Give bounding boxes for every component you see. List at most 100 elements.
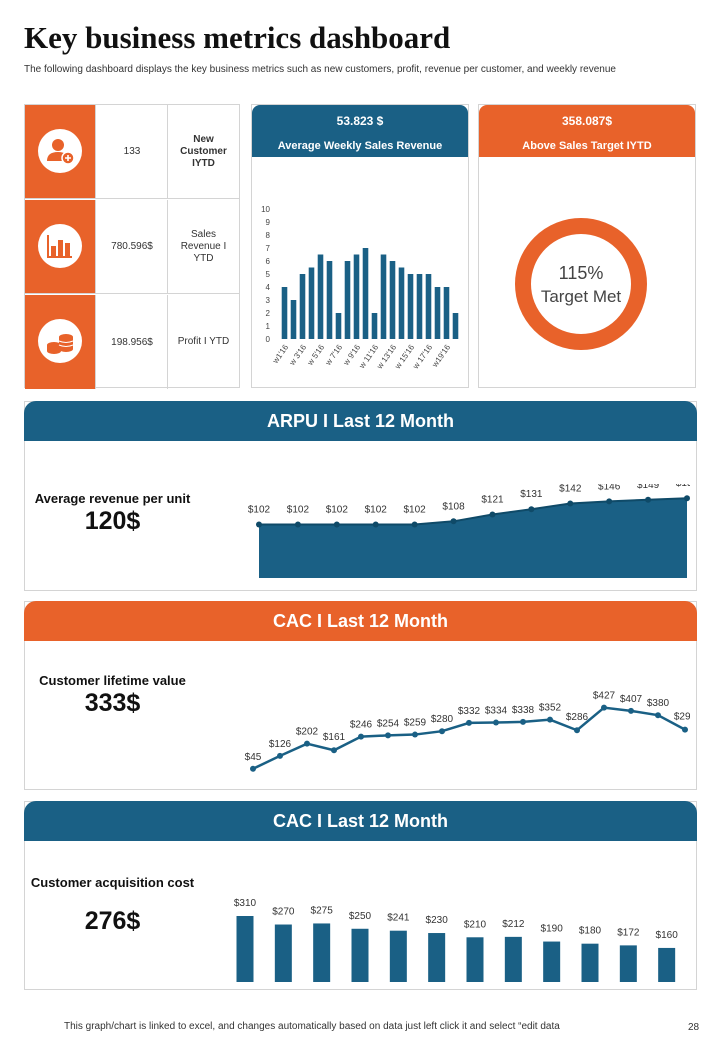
cac-data-label: $212 xyxy=(502,919,525,930)
cac-bar xyxy=(351,928,369,982)
donut-ring xyxy=(515,218,647,350)
clv-label: Customer lifetime value xyxy=(39,673,186,688)
clv-point xyxy=(574,727,580,734)
clv-data-label: $126 xyxy=(269,739,292,750)
clv-data-label: $334 xyxy=(485,706,508,717)
weekly-sales-card: 53.823 $ Average Weekly Sales Revenue 0 1… xyxy=(251,104,469,388)
cac-bar xyxy=(389,930,407,982)
arpu-line xyxy=(259,497,688,526)
page-number: 28 xyxy=(688,1022,700,1033)
page-title: Key business metrics dashboard xyxy=(24,20,451,55)
coins-icon xyxy=(38,319,82,363)
clv-point xyxy=(331,747,337,754)
arpu-point xyxy=(333,521,340,528)
clv-point xyxy=(493,719,499,726)
weekly-sales-bar xyxy=(344,261,351,339)
cac-data-label: $275 xyxy=(311,905,334,916)
cac-data-label: $172 xyxy=(617,927,640,938)
kpi-label: Profit I YTD xyxy=(177,336,230,347)
cac-bar xyxy=(274,924,292,982)
arpu-data-label: $121 xyxy=(481,494,504,505)
cac-bar xyxy=(619,945,637,982)
y-tick-label: 10 xyxy=(261,205,270,214)
clv-point xyxy=(682,726,688,733)
arpu-point xyxy=(528,506,535,513)
cac-data-label: $160 xyxy=(656,930,679,941)
clv-point xyxy=(250,765,256,772)
arpu-value: 120$ xyxy=(84,507,141,535)
clv-point xyxy=(358,733,364,740)
weekly-sales-bar xyxy=(290,300,297,339)
clv-data-label: $254 xyxy=(377,718,400,729)
y-tick-label: 7 xyxy=(266,244,271,253)
bar-chart-icon xyxy=(38,224,82,268)
clv-data-label: $161 xyxy=(323,732,346,743)
kpi-label: Sales Revenue I YTD xyxy=(180,228,227,264)
arpu-data-label: $131 xyxy=(520,489,543,500)
arpu-area-chart: $102 $102 $102 $102 $102 $108 $121 $131 $142 $146… xyxy=(248,484,690,578)
clv-line-chart: $45 $126 $202 $161 $246 $254 $259 $280 $332 $334 $… xyxy=(245,691,690,772)
y-tick-label: 6 xyxy=(266,257,271,266)
cac-bar xyxy=(236,916,254,982)
clv-data-label: $407 xyxy=(620,694,643,705)
arpu-data-label: $108 xyxy=(442,501,465,512)
weekly-sales-bar xyxy=(326,261,333,339)
weekly-sales-bar xyxy=(299,274,306,339)
sales-target-header: 358.087$ Above Sales Target IYTD xyxy=(479,105,695,157)
clv-point xyxy=(655,712,661,719)
arpu-point xyxy=(372,521,379,528)
cac-label: Customer acquisition cost xyxy=(30,875,195,890)
weekly-sales-bar xyxy=(317,254,324,339)
arpu-point xyxy=(567,500,574,507)
weekly-sales-bar xyxy=(416,274,423,339)
kpi-value: 198.956$ xyxy=(97,295,168,389)
footer-note: This graph/chart is linked to excel, and… xyxy=(64,1021,560,1032)
clv-point xyxy=(466,719,472,726)
arpu-data-label: $102 xyxy=(287,504,310,515)
cac-data-label: $270 xyxy=(272,907,295,918)
clv-section: CAC I Last 12 Month Customer lifetime va… xyxy=(24,601,697,790)
cac-bar xyxy=(658,947,676,982)
cac-bar xyxy=(543,941,561,982)
cac-data-label: $180 xyxy=(579,926,602,937)
weekly-sales-bar xyxy=(398,267,405,339)
y-tick-label: 0 xyxy=(266,335,271,344)
weekly-sales-bar xyxy=(407,274,414,339)
arpu-label: Average revenue per unit xyxy=(34,491,191,506)
x-tick-label: w 3'16 xyxy=(287,343,308,368)
weekly-sales-bar xyxy=(371,313,378,339)
clv-point xyxy=(439,728,445,735)
cac-bar xyxy=(581,943,599,982)
cac-value: 276$ xyxy=(84,907,141,935)
clv-point xyxy=(385,732,391,739)
weekly-sales-bar xyxy=(389,261,396,339)
clv-point xyxy=(277,752,283,759)
x-tick-label: w 7'16 xyxy=(323,343,344,368)
kpi-icon-cell xyxy=(25,105,96,198)
clv-data-label: $45 xyxy=(245,752,262,763)
weekly-sales-bar xyxy=(308,267,315,339)
y-tick-label: 5 xyxy=(266,270,271,279)
clv-data-label: $280 xyxy=(431,714,454,725)
weekly-sales-bar xyxy=(362,248,369,339)
clv-data-label: $202 xyxy=(296,727,319,738)
clv-data-label: $338 xyxy=(512,705,535,716)
clv-data-label: $352 xyxy=(539,703,562,714)
weekly-sales-label: Average Weekly Sales Revenue xyxy=(277,140,443,152)
kpi-row-new-customers: 133 New Customer IYTD xyxy=(25,105,239,199)
weekly-sales-value: 53.823 $ xyxy=(336,114,384,128)
clv-data-label: $332 xyxy=(458,706,481,717)
cac-section-title: CAC I Last 12 Month xyxy=(24,801,697,841)
x-tick-label: w 5'16 xyxy=(305,343,326,368)
kpi-icon-cell xyxy=(25,200,96,293)
donut-percent: 115% xyxy=(559,263,604,283)
cac-data-label: $190 xyxy=(541,924,564,935)
weekly-sales-bar xyxy=(425,274,432,339)
weekly-sales-bar xyxy=(452,313,459,339)
arpu-data-label: $146 xyxy=(598,484,621,492)
y-tick-label: 8 xyxy=(266,231,271,240)
cac-data-label: $250 xyxy=(349,911,372,922)
arpu-data-label: $102 xyxy=(365,504,388,515)
clv-point xyxy=(628,707,634,714)
clv-point xyxy=(304,740,310,747)
